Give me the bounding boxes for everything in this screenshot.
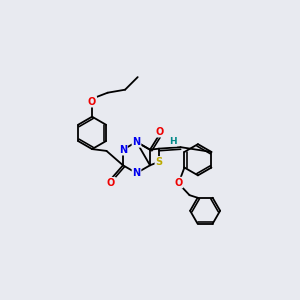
Text: O: O [156, 127, 164, 137]
Text: N: N [132, 137, 141, 147]
Text: S: S [155, 157, 163, 167]
Text: O: O [107, 178, 115, 188]
Text: N: N [132, 168, 141, 178]
Text: N: N [119, 145, 127, 155]
Text: O: O [88, 97, 96, 107]
Text: O: O [174, 178, 182, 188]
Text: H: H [169, 137, 176, 146]
